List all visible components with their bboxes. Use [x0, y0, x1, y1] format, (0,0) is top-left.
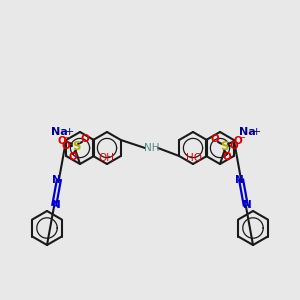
- Text: O: O: [81, 134, 89, 144]
- Text: O: O: [211, 134, 219, 144]
- Text: NH: NH: [144, 143, 159, 153]
- Text: Na: Na: [238, 127, 255, 137]
- Text: OH: OH: [98, 153, 114, 163]
- Text: N: N: [243, 200, 252, 210]
- Text: +: +: [64, 127, 74, 137]
- Text: N: N: [235, 175, 244, 185]
- Text: O: O: [234, 136, 242, 146]
- Text: O: O: [69, 152, 77, 162]
- Text: O: O: [58, 136, 66, 146]
- Text: S: S: [220, 140, 228, 152]
- Text: N: N: [52, 200, 61, 210]
- Text: −: −: [64, 134, 70, 142]
- Text: Na: Na: [51, 127, 68, 137]
- Text: +: +: [251, 127, 261, 137]
- Text: O: O: [230, 141, 238, 151]
- Text: N: N: [52, 175, 61, 185]
- Text: HO: HO: [186, 153, 202, 163]
- Text: −: −: [238, 134, 245, 142]
- Text: O: O: [223, 152, 231, 162]
- Text: O: O: [61, 141, 70, 151]
- Text: S: S: [72, 140, 80, 152]
